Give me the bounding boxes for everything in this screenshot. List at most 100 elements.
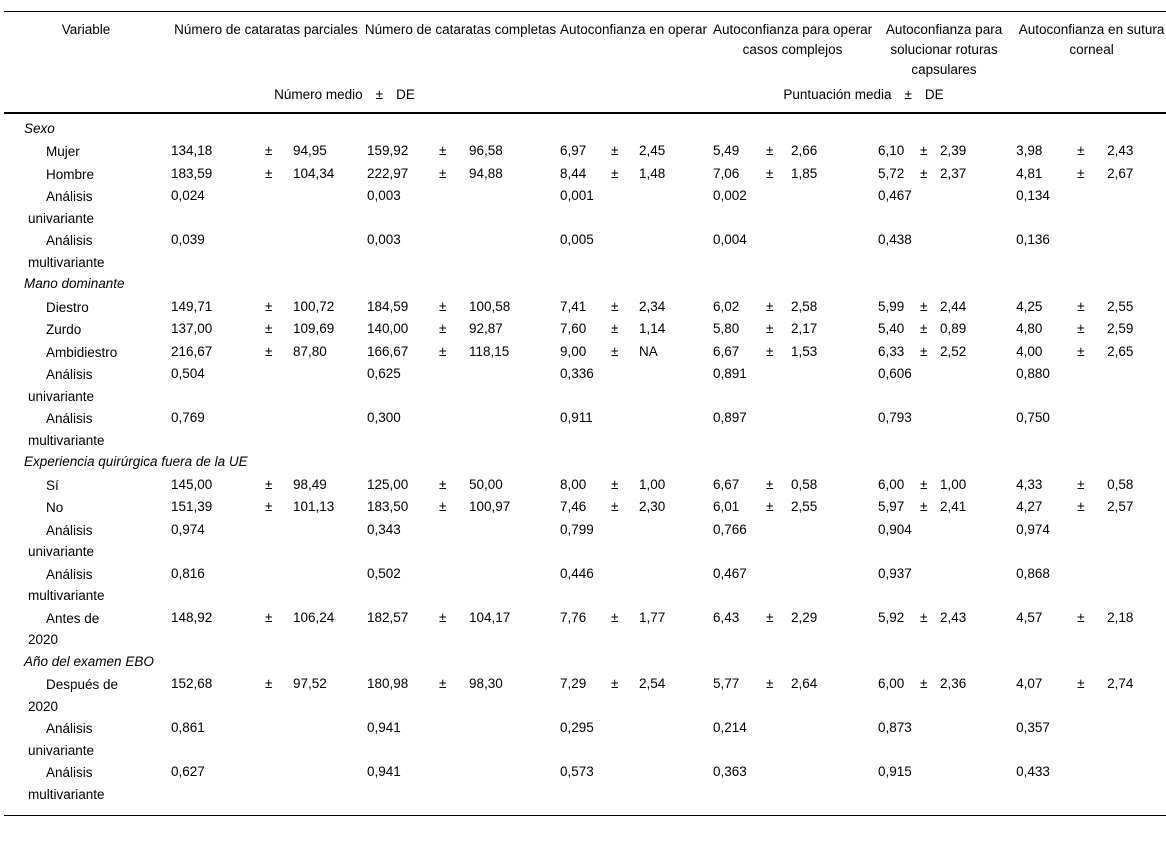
mean-value-cell: 7,60 [560, 321, 587, 337]
subheader-puntuacion-media: Puntuación media ± DE [557, 80, 1166, 114]
plus-minus-cell [262, 519, 290, 563]
sd-value-cell: 2,54 [639, 676, 666, 692]
plus-minus-cell [262, 761, 290, 816]
section-title: Año del examen EBO [24, 653, 154, 669]
row-label: Análisis multivariante [28, 765, 105, 802]
mean-value-cell: 145,00 [171, 476, 213, 492]
sd-value-cell: 2,55 [1107, 298, 1134, 314]
mean-value-cell: 5,77 [713, 676, 740, 692]
sd-value-cell [636, 229, 710, 273]
mean-value-cell: 0,941 [367, 720, 401, 736]
sd-value-cell [937, 717, 1013, 761]
mean-value-cell: 0,295 [560, 720, 594, 736]
plus-minus-cell [1074, 761, 1104, 816]
subheader-right-unit: DE [924, 87, 944, 102]
mean-value-cell: 0,891 [713, 366, 747, 382]
mean-value-cell: 0,573 [560, 764, 594, 780]
mean-value-cell: 180,98 [367, 676, 409, 692]
column-header-autoconfianza-operar: Autoconfianza en operar [559, 22, 708, 37]
plus-minus-cell: ± [920, 165, 928, 181]
sd-value-cell: 2,74 [1107, 676, 1134, 692]
mean-value-cell: 3,98 [1016, 143, 1043, 159]
mean-value-cell: 4,57 [1016, 609, 1043, 625]
sd-value-cell [937, 229, 1013, 273]
mean-value-cell: 0,467 [713, 565, 747, 581]
plus-minus-cell: ± [1077, 143, 1085, 159]
mean-value-cell: 0,937 [878, 565, 912, 581]
mean-value-cell: 0,363 [713, 764, 747, 780]
plus-minus-cell [436, 563, 466, 607]
mean-value-cell: 0,214 [713, 720, 747, 736]
mean-value-cell: 5,80 [713, 321, 740, 337]
plus-minus-cell [917, 717, 937, 761]
mean-value-cell: 7,76 [560, 609, 587, 625]
sd-value-cell [1104, 563, 1166, 607]
sd-value-cell [1104, 519, 1166, 563]
plus-minus-cell [917, 407, 937, 451]
mean-value-cell: 159,92 [367, 143, 409, 159]
sd-value-cell [636, 717, 710, 761]
plus-minus-cell [608, 563, 636, 607]
subheader-row: Número medio ± DE Puntuación media ± DE [4, 80, 1166, 114]
row-label: Análisis multivariante [28, 233, 105, 270]
row-label: Zurdo [46, 322, 82, 338]
plus-minus-cell [917, 519, 937, 563]
plus-minus-cell [1074, 717, 1104, 761]
plus-minus-cell: ± [766, 476, 774, 492]
row-label: Mujer [46, 144, 80, 160]
sd-value-cell: 2,17 [791, 321, 818, 337]
mean-value-cell: 140,00 [367, 321, 409, 337]
plus-minus-cell: ± [766, 165, 774, 181]
sd-value-cell [788, 363, 875, 407]
plus-minus-cell: ± [1077, 321, 1085, 337]
plus-minus-cell: ± [766, 143, 774, 159]
mean-value-cell: 5,49 [713, 143, 740, 159]
sd-value-cell [290, 717, 364, 761]
sd-value-cell [788, 519, 875, 563]
mean-value-cell: 6,10 [878, 143, 905, 159]
mean-value-cell: 0,002 [713, 188, 747, 204]
stats-table-wrapper: Variable Número de cataratas parciales N… [4, 11, 1166, 816]
sd-value-cell [937, 563, 1013, 607]
sd-value-cell [290, 563, 364, 607]
plus-minus-cell: ± [265, 165, 273, 181]
plus-minus-cell [608, 229, 636, 273]
plus-minus-cell: ± [439, 476, 447, 492]
sd-value-cell: 1,53 [791, 343, 818, 359]
row-label: Sí [46, 477, 59, 493]
sd-value-cell: 2,65 [1107, 343, 1134, 359]
plus-minus-cell [763, 185, 788, 229]
plus-minus-cell [436, 363, 466, 407]
plus-minus-cell: ± [766, 499, 774, 515]
mean-value-cell: 152,68 [171, 676, 213, 692]
plus-minus-cell [436, 717, 466, 761]
table-row: Análisis multivariante 0,816 0,502 0,446 0,4… [4, 563, 1166, 607]
plus-minus-cell: ± [766, 321, 774, 337]
mean-value-cell: 6,43 [713, 609, 740, 625]
plus-minus-cell: ± [439, 499, 447, 515]
sd-value-cell: 1,77 [639, 609, 666, 625]
mean-value-cell: 9,00 [560, 343, 587, 359]
table-row: Sí 145,00 ±98,49 125,00 ±50,00 8,00 ±1,00 6,67 ±… [4, 474, 1166, 497]
table-row: Análisis multivariante 0,627 0,941 0,573 0,3… [4, 761, 1166, 816]
mean-value-cell: 4,27 [1016, 499, 1043, 515]
table-row: Análisis multivariante 0,769 0,300 0,911 0,8… [4, 407, 1166, 451]
mean-value-cell: 0,766 [713, 521, 747, 537]
mean-value-cell: 137,00 [171, 321, 213, 337]
plus-minus-cell [436, 407, 466, 451]
sd-value-cell: 0,89 [940, 321, 967, 337]
sd-value-cell [788, 563, 875, 607]
sd-value-cell [466, 185, 557, 229]
sd-value-cell: 87,80 [293, 343, 327, 359]
plus-minus-symbol: ± [904, 87, 912, 102]
mean-value-cell: 183,50 [367, 499, 409, 515]
plus-minus-cell: ± [1077, 343, 1085, 359]
plus-minus-cell: ± [265, 499, 273, 515]
section-row: Sexo [4, 113, 1166, 140]
sd-value-cell [788, 229, 875, 273]
sd-value-cell [1104, 717, 1166, 761]
plus-minus-cell: ± [265, 609, 273, 625]
section-title: Experiencia quirúrgica fuera de la UE [24, 454, 248, 470]
sd-value-cell [1104, 761, 1166, 816]
sd-value-cell [636, 563, 710, 607]
